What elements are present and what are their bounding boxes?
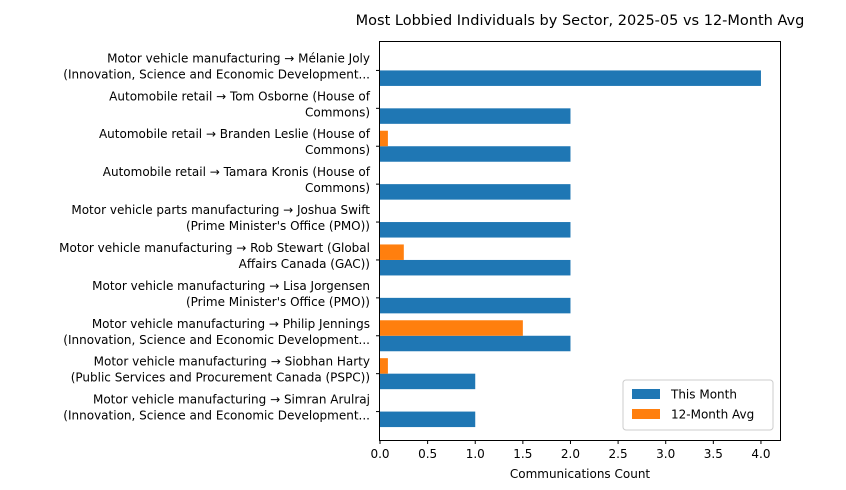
legend-swatch-1 (632, 409, 660, 419)
x-tick-label-5: 2.5 (609, 447, 628, 461)
legend: This Month 12-Month Avg (622, 379, 774, 431)
x-tick-label-7: 3.5 (704, 447, 723, 461)
bar-avg-8 (380, 358, 388, 374)
chart-title: Most Lobbied Individuals by Sector, 2025… (356, 13, 805, 29)
bar-this-month-5 (380, 259, 571, 276)
bar-this-month-8 (380, 373, 476, 390)
x-tick-label-0: 0.0 (370, 447, 389, 461)
bar-this-month-2 (380, 146, 571, 162)
x-axis: 0.0 0.5 1.0 1.5 2.0 2.5 3.0 3.5 4.0 (370, 440, 770, 461)
x-tick-label-8: 4.0 (751, 447, 770, 461)
bar-this-month-1 (380, 108, 571, 124)
x-tick-label-1: 0.5 (418, 447, 437, 461)
y-tick-label-7: Motor vehicle manufacturing → Philip Jen… (63, 317, 370, 347)
bar-avg-2 (380, 130, 388, 147)
x-tick-label-3: 1.5 (513, 447, 532, 461)
plot-frame (379, 41, 781, 441)
y-tick-label-3: Automobile retail → Tamara Kronis (House… (103, 165, 371, 195)
x-tick-label-2: 1.0 (466, 447, 485, 461)
y-tick-label-1: Automobile retail → Tom Osborne (House o… (109, 89, 371, 119)
y-tick-label-2: Automobile retail → Branden Leslie (Hous… (99, 127, 371, 157)
bar-this-month-9 (380, 411, 476, 428)
x-tick-label-4: 2.0 (561, 447, 580, 461)
bar-this-month-6 (380, 297, 571, 314)
y-axis: Motor vehicle manufacturing → Mélanie Jo… (59, 51, 380, 423)
legend-swatch-0 (632, 389, 660, 399)
bar-avg-5 (380, 244, 404, 260)
bar-this-month-4 (380, 222, 571, 238)
bar-this-month-0 (380, 70, 761, 86)
legend-box (622, 379, 774, 431)
legend-label-1: 12-Month Avg (671, 408, 754, 422)
y-tick-label-9: Motor vehicle manufacturing → Simran Aru… (63, 393, 370, 423)
x-tick-label-6: 3.0 (656, 447, 675, 461)
legend-label-0: This Month (670, 388, 737, 402)
bar-avg-7 (380, 320, 523, 336)
y-tick-label-8: Motor vehicle manufacturing → Siobhan Ha… (71, 355, 370, 385)
y-tick-label-6: Motor vehicle manufacturing → Lisa Jorge… (92, 279, 370, 309)
y-tick-label-4: Motor vehicle parts manufacturing → Josh… (71, 203, 370, 233)
y-tick-label-5: Motor vehicle manufacturing → Rob Stewar… (59, 241, 370, 271)
bars-group (380, 70, 761, 428)
x-axis-label: Communications Count (510, 467, 651, 481)
bar-this-month-7 (380, 335, 571, 352)
bar-this-month-3 (380, 184, 571, 200)
y-tick-label-0: Motor vehicle manufacturing → Mélanie Jo… (63, 51, 370, 81)
